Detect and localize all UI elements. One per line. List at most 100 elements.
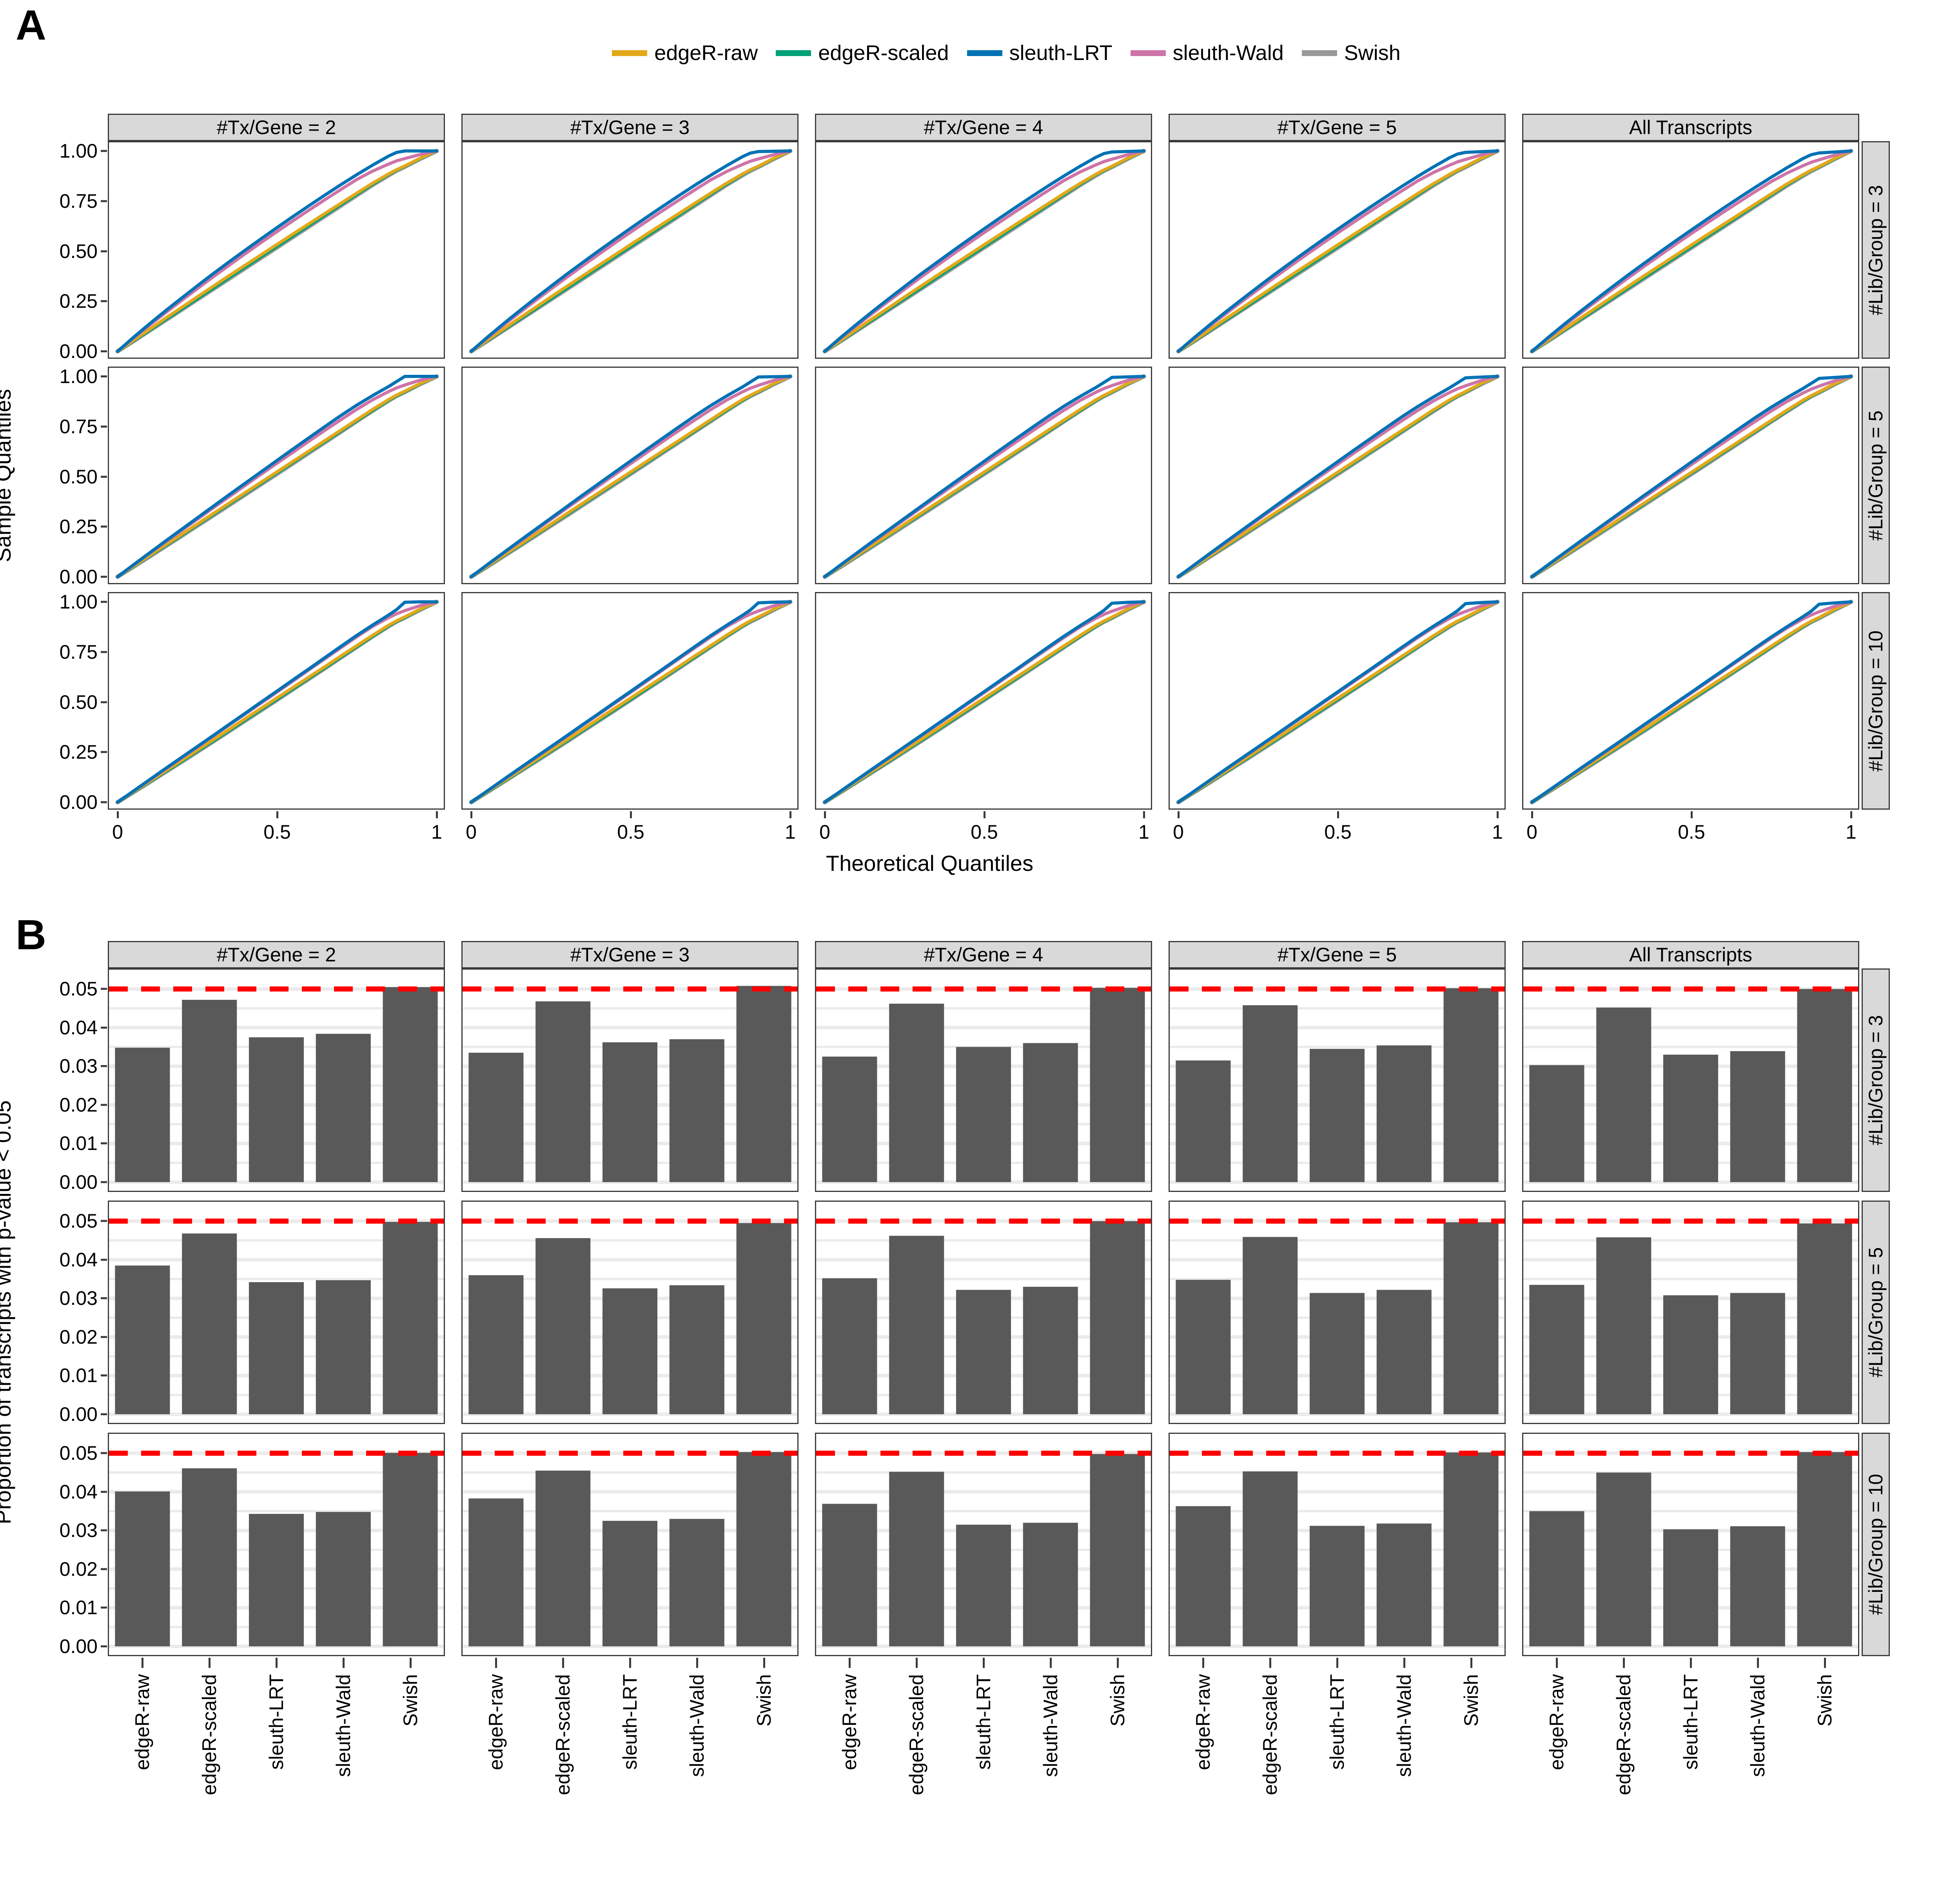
bar [383, 987, 438, 1182]
bar [736, 1452, 791, 1646]
y-axis-tick-mark [101, 1259, 107, 1261]
qq-curve-edger-raw [470, 600, 792, 804]
bar [602, 1042, 658, 1182]
bar [1797, 989, 1852, 1182]
qq-curve-sleuth-lrt [116, 375, 438, 578]
fpr-bar-panel [108, 1201, 445, 1424]
x-axis-tick-label: sleuth-LRT [973, 1674, 995, 1770]
y-axis-tick-mark [101, 476, 107, 478]
bar [1529, 1511, 1584, 1646]
x-axis-tick-mark [276, 811, 278, 818]
qq-curve-edger-raw [823, 600, 1145, 804]
bar [669, 1039, 724, 1182]
fpr-bar-panel [1522, 1433, 1859, 1656]
qq-curve-edger-raw [1177, 149, 1499, 353]
legend-color-swatch [776, 50, 811, 56]
facet-strip-row: #Lib/Group = 5 [1862, 367, 1890, 584]
facet-strip-column: #Tx/Gene = 5 [1169, 941, 1506, 968]
bar [736, 986, 791, 1182]
facet-strip-column: All Transcripts [1522, 114, 1859, 141]
qq-plot-panel [1522, 367, 1859, 584]
x-axis-tick-mark [1116, 1658, 1119, 1668]
y-axis-tick-mark [101, 300, 107, 302]
bar [1023, 1522, 1078, 1646]
x-axis-tick-mark [629, 1658, 631, 1668]
qq-curve-sleuth-lrt [1177, 149, 1499, 353]
y-axis-tick-label: 0.00 [59, 791, 98, 813]
panel-b-letter: B [16, 911, 46, 958]
qq-curve-edger-raw [116, 375, 438, 578]
y-axis-tick-label: 0.02 [59, 1326, 98, 1348]
x-axis-tick-mark [630, 811, 632, 818]
x-axis-tick-mark [849, 1658, 851, 1668]
y-axis-tick-label: 1.00 [59, 591, 98, 613]
qq-curve-edger-scaled [1530, 149, 1853, 353]
y-axis-tick-mark [101, 150, 107, 152]
qq-plot-panel [1169, 592, 1506, 810]
bar [182, 1233, 237, 1414]
x-axis-tick-label: 1 [431, 821, 442, 843]
qq-curve-edger-raw [1530, 149, 1853, 353]
fpr-bar-panel [108, 1433, 445, 1656]
facet-strip-row: #Lib/Group = 10 [1862, 1433, 1890, 1656]
x-axis-tick-label: 1 [1492, 821, 1503, 843]
x-axis-tick-label: Swish [1106, 1674, 1129, 1727]
fpr-bar-panel [815, 1433, 1152, 1656]
qq-plot-panel [815, 141, 1152, 359]
qq-curve-sleuth-lrt [823, 600, 1145, 804]
x-axis-tick-label: edgeR-raw [131, 1674, 154, 1770]
x-axis-tick-mark [1403, 1658, 1405, 1668]
y-axis-tick-mark [101, 1568, 107, 1570]
y-axis-tick-mark [101, 1026, 107, 1029]
x-axis-tick-mark [495, 1658, 497, 1668]
qq-plot-panel [461, 592, 799, 810]
fpr-bar-panel [461, 1433, 799, 1656]
bar [1023, 1043, 1078, 1182]
y-axis-tick-label: 0.03 [59, 1519, 98, 1542]
y-axis-tick-mark [101, 250, 107, 252]
qq-curve-sleuth-wald [470, 149, 792, 353]
x-axis-tick-label: sleuth-LRT [1326, 1674, 1348, 1770]
fpr-bar-panel [108, 968, 445, 1192]
qq-plot-panel [461, 367, 799, 584]
qq-curve-edger-scaled [823, 149, 1145, 353]
bar [669, 1519, 724, 1646]
x-axis-tick-mark [276, 1658, 278, 1668]
x-axis-tick-mark [984, 811, 985, 818]
x-axis-tick-mark [1556, 1658, 1558, 1668]
y-axis-tick-mark [101, 375, 107, 378]
x-axis-tick-label: sleuth-Wald [1039, 1674, 1062, 1777]
bar [1443, 1222, 1499, 1414]
x-axis-tick-mark [763, 1658, 765, 1668]
x-axis-tick-label: 0 [466, 821, 477, 843]
fpr-bar-panel [461, 1201, 799, 1424]
legend-color-swatch [1301, 50, 1337, 56]
x-axis-tick-label: edgeR-raw [1192, 1674, 1214, 1770]
bar [1596, 1472, 1651, 1646]
y-axis-tick-mark [101, 651, 107, 653]
bar [956, 1290, 1011, 1414]
y-axis-tick-label: 0.01 [59, 1597, 98, 1619]
panel-a-x-axis-title: Theoretical Quantiles [826, 851, 1034, 876]
y-axis-tick-mark [101, 1645, 107, 1648]
y-axis-tick-label: 0.02 [59, 1094, 98, 1116]
qq-curve-edger-raw [1530, 375, 1853, 578]
bar [736, 1223, 791, 1414]
bar [1596, 1007, 1651, 1182]
y-axis-tick-mark [101, 1297, 107, 1299]
bar [669, 1285, 724, 1414]
facet-strip-column: #Tx/Gene = 4 [815, 941, 1152, 968]
fpr-bar-panel [461, 968, 799, 1192]
qq-plot-panel [1522, 141, 1859, 359]
qq-plot-panel [1522, 592, 1859, 810]
x-axis-tick-label: sleuth-LRT [1680, 1674, 1702, 1770]
qq-curve-edger-raw [116, 149, 438, 353]
y-axis-tick-mark [101, 988, 107, 990]
bar [1090, 988, 1145, 1182]
bar [1176, 1280, 1231, 1414]
y-axis-tick-mark [101, 1491, 107, 1493]
y-axis-tick-label: 0.75 [59, 415, 98, 438]
y-axis-tick-label: 0.02 [59, 1558, 98, 1580]
qq-plot-panel [108, 367, 445, 584]
